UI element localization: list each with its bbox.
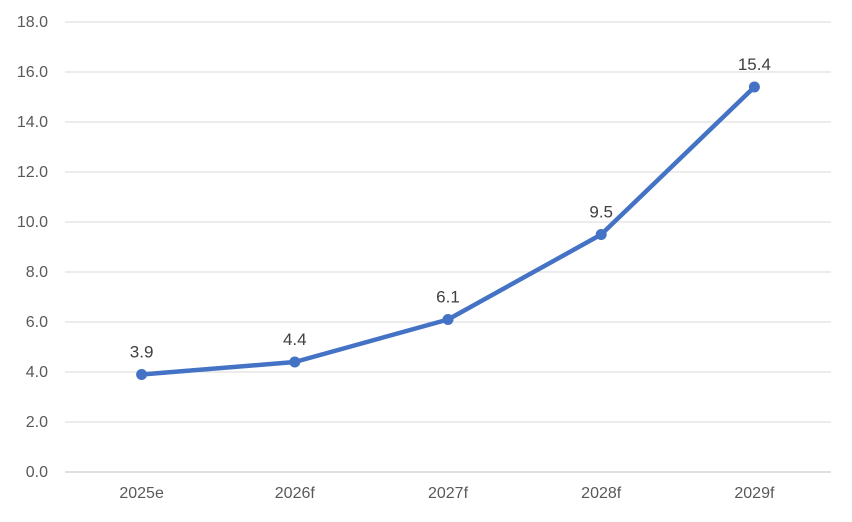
y-tick-label: 6.0	[26, 314, 48, 331]
x-axis-label: 2026f	[275, 485, 316, 502]
y-tick-label: 2.0	[26, 414, 48, 431]
y-tick-label: 10.0	[17, 214, 48, 231]
data-point-marker	[442, 314, 454, 325]
data-point-marker	[748, 81, 760, 93]
x-axis-label: 2029f	[734, 485, 775, 502]
data-point-marker	[136, 369, 148, 380]
y-tick-label: 16.0	[17, 64, 48, 81]
y-tick-label: 0.0	[26, 464, 48, 481]
data-label: 4.4	[283, 330, 307, 349]
y-tick-label: 12.0	[17, 164, 48, 181]
x-axis-label: 2028f	[581, 485, 622, 502]
data-label: 6.1	[436, 288, 460, 307]
data-label: 3.9	[130, 343, 154, 362]
data-point-marker	[595, 229, 607, 240]
data-point-marker	[289, 356, 301, 368]
y-tick-label: 4.0	[26, 364, 48, 381]
x-axis-label: 2025e	[119, 485, 164, 502]
y-tick-label: 14.0	[17, 114, 48, 131]
y-tick-label: 8.0	[26, 264, 48, 281]
x-axis-label: 2027f	[428, 485, 469, 502]
y-tick-label: 18.0	[17, 14, 48, 31]
data-label: 15.4	[738, 55, 771, 74]
series-line	[139, 84, 757, 377]
data-label: 9.5	[589, 203, 613, 222]
